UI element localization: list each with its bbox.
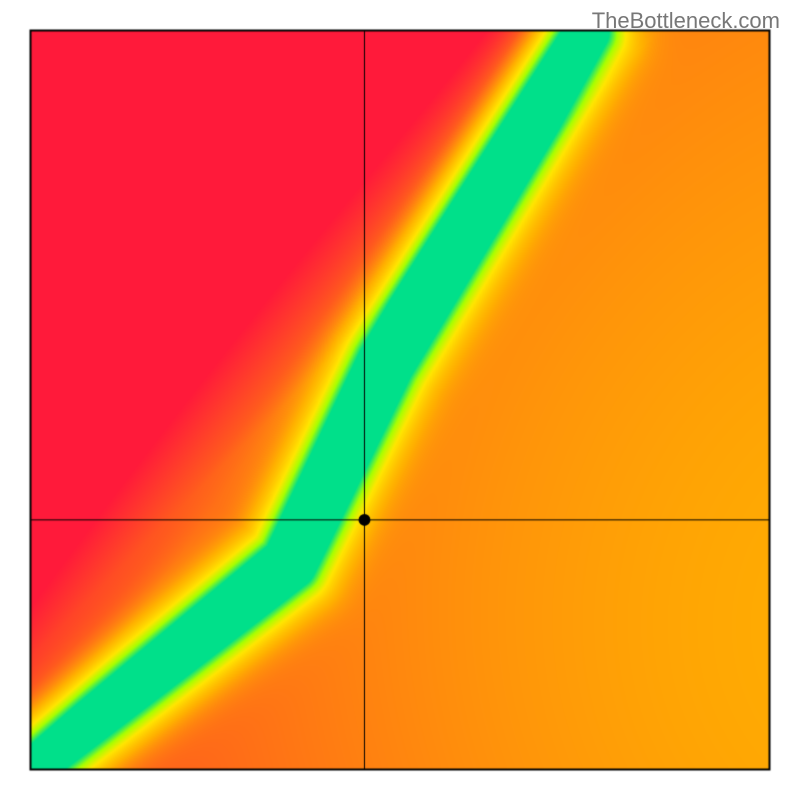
chart-container: TheBottleneck.com: [0, 0, 800, 800]
heatmap-canvas: [0, 0, 800, 800]
watermark-text: TheBottleneck.com: [592, 8, 780, 34]
